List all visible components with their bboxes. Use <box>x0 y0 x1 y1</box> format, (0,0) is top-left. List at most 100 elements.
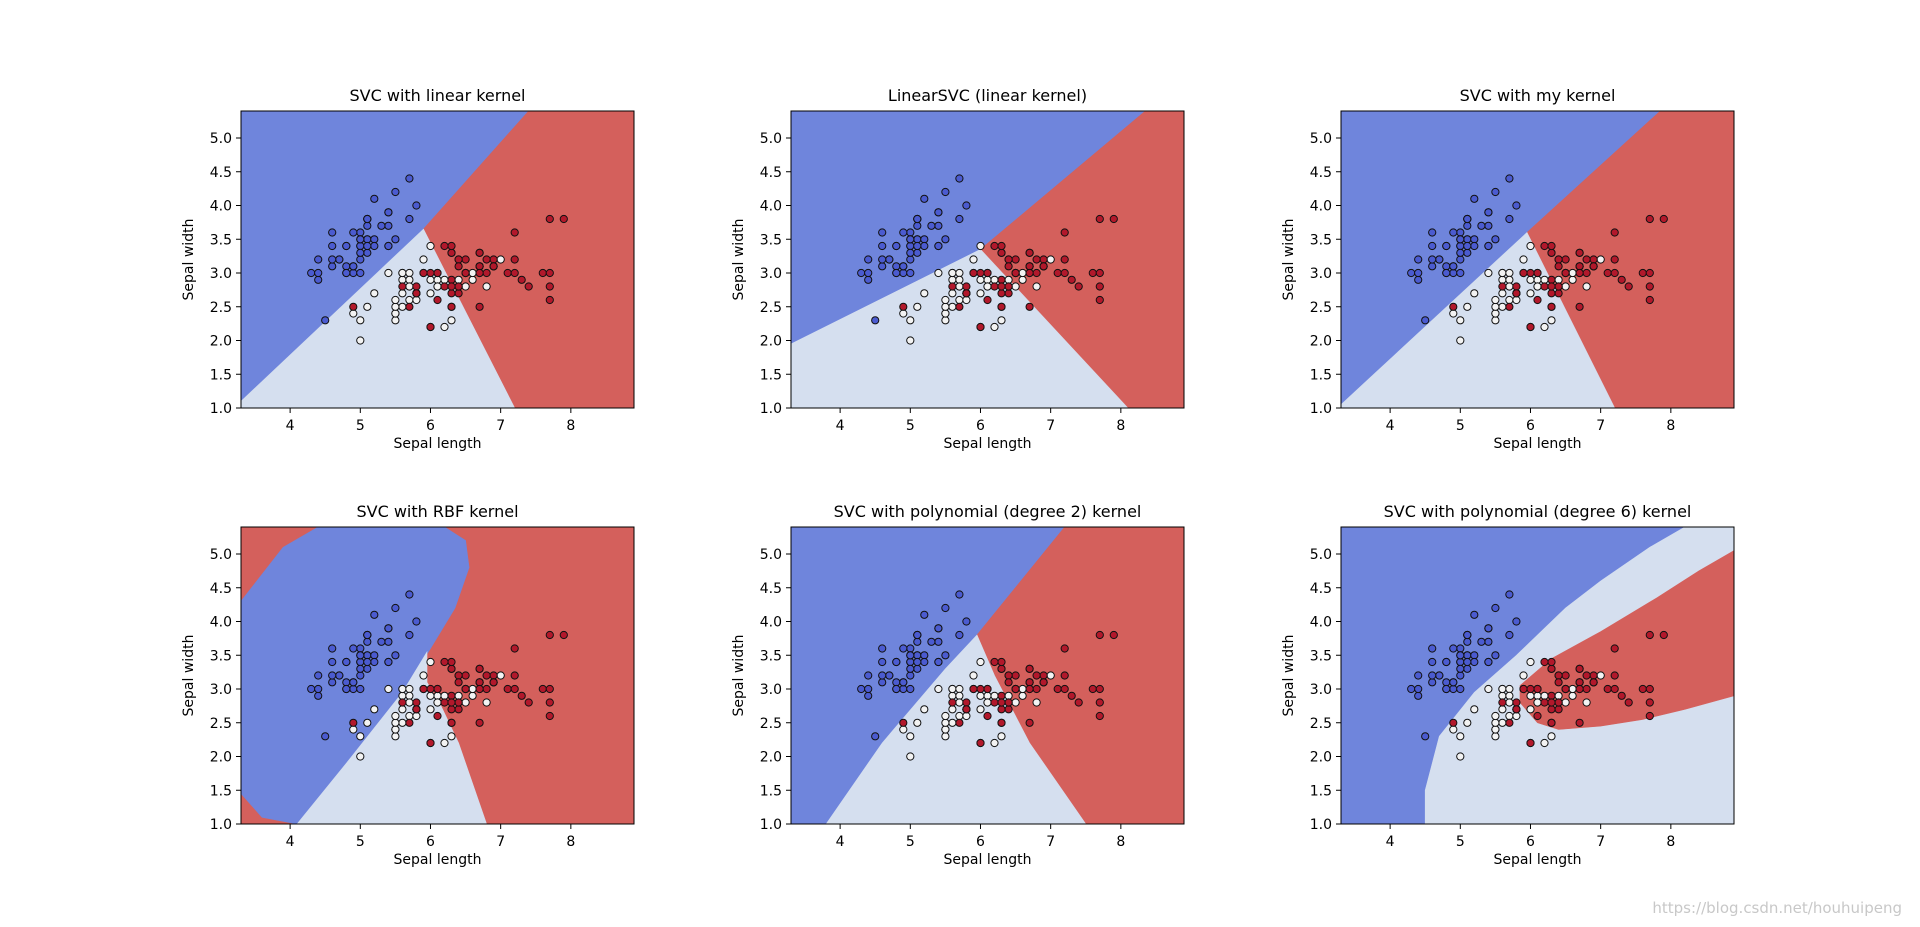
x-tick-label: 7 <box>1596 834 1605 850</box>
data-point-virginica <box>1575 268 1584 278</box>
data-point-versicolor <box>1491 295 1500 305</box>
data-point-virginica <box>510 644 519 653</box>
x-tick-label: 8 <box>1666 418 1675 434</box>
data-point-setosa <box>349 228 358 237</box>
data-point-versicolor <box>1568 275 1577 284</box>
data-point-virginica <box>447 241 456 251</box>
data-point-virginica <box>983 711 992 721</box>
data-point-versicolor <box>1568 691 1577 700</box>
data-point-virginica <box>510 255 519 264</box>
subplot-title: LinearSVC (linear kernel) <box>888 86 1087 105</box>
data-point-virginica <box>1512 705 1521 714</box>
data-point-versicolor <box>990 275 999 284</box>
data-point-setosa <box>878 241 887 251</box>
data-point-virginica <box>1554 671 1563 680</box>
data-point-virginica <box>1589 255 1598 264</box>
data-point-virginica <box>454 678 463 687</box>
data-point-setosa <box>892 657 901 667</box>
y-tick-label: 3.0 <box>1310 266 1332 282</box>
data-point-setosa <box>391 187 400 197</box>
data-point-virginica <box>1095 684 1104 694</box>
data-point-versicolor <box>391 718 400 727</box>
data-point-versicolor <box>1512 295 1521 305</box>
data-point-setosa <box>307 268 316 278</box>
data-point-virginica <box>1547 705 1556 714</box>
data-point-setosa <box>1456 248 1465 257</box>
data-point-versicolor <box>1491 725 1500 734</box>
data-point-versicolor <box>419 255 428 264</box>
data-point-setosa <box>892 678 901 687</box>
data-point-versicolor <box>906 752 915 761</box>
data-point-virginica <box>1039 678 1048 687</box>
y-tick-label: 4.0 <box>760 199 782 215</box>
data-point-versicolor <box>405 691 414 700</box>
subplot-title: SVC with linear kernel <box>350 86 526 105</box>
data-point-versicolor <box>1498 268 1507 278</box>
data-point-versicolor <box>948 268 957 278</box>
data-point-setosa <box>370 235 379 244</box>
data-point-setosa <box>1463 221 1472 230</box>
y-tick-label: 5.0 <box>1310 131 1332 147</box>
x-tick-label: 5 <box>1456 418 1465 434</box>
data-point-virginica <box>1526 322 1535 332</box>
data-point-virginica <box>1088 268 1097 278</box>
data-point-virginica <box>510 684 519 694</box>
data-point-setosa <box>1491 187 1500 197</box>
data-point-setosa <box>363 235 372 244</box>
data-point-setosa <box>1428 241 1437 251</box>
data-point-setosa <box>370 657 379 667</box>
y-tick-label: 5.0 <box>210 547 232 563</box>
data-point-setosa <box>1449 678 1458 687</box>
data-point-virginica <box>1095 630 1104 640</box>
data-point-versicolor <box>440 322 449 332</box>
data-point-virginica <box>1505 302 1514 311</box>
data-point-setosa <box>1449 268 1458 278</box>
data-point-virginica <box>1512 289 1521 298</box>
data-point-versicolor <box>1018 684 1027 694</box>
data-point-setosa <box>1470 194 1479 203</box>
data-point-setosa <box>314 255 323 264</box>
y-tick-label: 2.5 <box>760 716 782 732</box>
data-point-virginica <box>454 255 463 264</box>
y-tick-label: 1.5 <box>1310 783 1332 799</box>
data-point-setosa <box>356 228 365 237</box>
data-point-setosa <box>1505 214 1514 224</box>
y-tick-label: 3.0 <box>210 266 232 282</box>
data-point-setosa <box>363 248 372 257</box>
y-tick-label: 4.0 <box>1310 199 1332 215</box>
data-point-virginica <box>454 262 463 271</box>
data-point-setosa <box>412 201 421 210</box>
data-point-versicolor <box>1533 282 1542 291</box>
data-point-virginica <box>1659 214 1668 224</box>
data-point-virginica <box>475 302 484 311</box>
subplot-title: SVC with polynomial (degree 2) kernel <box>834 502 1142 521</box>
data-point-versicolor <box>941 309 950 318</box>
data-point-virginica <box>990 282 999 291</box>
data-point-setosa <box>342 262 351 271</box>
data-point-virginica <box>559 214 568 224</box>
data-point-versicolor <box>349 309 358 318</box>
data-point-setosa <box>1442 678 1451 687</box>
data-point-versicolor <box>1568 684 1577 694</box>
data-point-versicolor <box>433 275 442 284</box>
data-point-versicolor <box>1505 268 1514 278</box>
data-point-virginica <box>1004 262 1013 271</box>
data-point-virginica <box>1589 678 1598 687</box>
x-tick-label: 6 <box>1526 418 1535 434</box>
data-point-virginica <box>454 698 463 707</box>
data-point-versicolor <box>1011 698 1020 707</box>
data-point-versicolor <box>906 732 915 741</box>
data-point-setosa <box>321 732 330 741</box>
data-point-virginica <box>997 241 1006 251</box>
data-point-virginica <box>440 282 449 291</box>
data-point-setosa <box>913 241 922 251</box>
data-point-versicolor <box>405 275 414 284</box>
data-point-virginica <box>1575 684 1584 694</box>
data-point-setosa <box>1484 221 1493 230</box>
data-point-setosa <box>885 671 894 680</box>
x-tick-label: 7 <box>496 834 505 850</box>
data-point-setosa <box>1449 644 1458 653</box>
x-tick-label: 8 <box>566 418 575 434</box>
data-point-setosa <box>391 651 400 660</box>
data-point-setosa <box>864 684 873 694</box>
